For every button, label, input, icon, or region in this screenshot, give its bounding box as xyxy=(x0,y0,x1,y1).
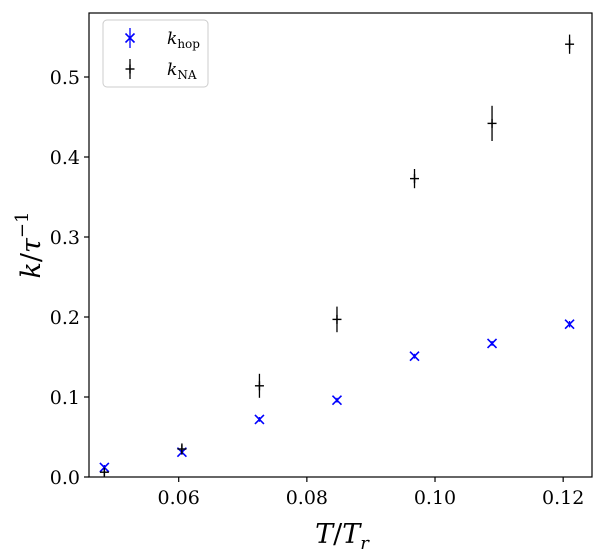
x-tick-label: 0.10 xyxy=(414,487,456,509)
marker-stroke xyxy=(254,414,265,425)
x-tick-label: 0.06 xyxy=(158,487,200,509)
y-tick-label: 0.3 xyxy=(50,227,80,249)
legend-item: kNA xyxy=(125,59,197,82)
x-axis: 0.06 0.08 0.10 0.12 xyxy=(158,477,584,509)
y-axis-label: k/τ−1 xyxy=(12,212,47,279)
y-tick-label: 0.4 xyxy=(50,147,80,169)
x-tick-label: 0.08 xyxy=(286,487,328,509)
marker-stroke xyxy=(409,351,420,362)
data-point xyxy=(254,381,264,391)
data-point xyxy=(254,414,265,425)
data-point xyxy=(99,462,110,473)
data-point xyxy=(331,395,343,406)
data-point xyxy=(564,319,575,330)
y-tick-label: 0.2 xyxy=(50,307,80,329)
data-point xyxy=(332,314,342,324)
x-tick-label: 0.12 xyxy=(542,487,584,509)
marker-stroke xyxy=(99,462,110,473)
series-k-na xyxy=(99,34,575,477)
data-point xyxy=(565,39,575,49)
y-tick-label: 0.0 xyxy=(50,467,80,489)
marker-stroke xyxy=(564,319,575,330)
data-point xyxy=(409,351,420,362)
legend-item: khop xyxy=(124,28,200,51)
x-axis-label: T/Tr xyxy=(315,519,370,554)
marker-stroke xyxy=(486,338,498,349)
series-k-hop xyxy=(99,319,575,473)
y-axis: 0.0 0.1 0.2 0.3 0.4 0.5 xyxy=(50,67,89,489)
plot-frame xyxy=(88,12,593,478)
legend-marker xyxy=(124,32,136,44)
legend: khop kNA xyxy=(102,19,209,88)
data-point xyxy=(487,118,497,128)
data-point xyxy=(99,467,109,477)
data-point xyxy=(486,338,498,349)
marker-stroke xyxy=(331,395,343,406)
y-tick-label: 0.5 xyxy=(50,67,80,89)
marker-stroke xyxy=(124,32,136,44)
y-tick-label: 0.1 xyxy=(50,387,80,409)
data-point xyxy=(410,174,420,184)
legend-label: kNA xyxy=(167,60,197,82)
data-marks xyxy=(99,34,575,477)
legend-marker xyxy=(125,64,135,74)
data-point xyxy=(177,444,187,454)
legend-label: khop xyxy=(167,29,200,51)
